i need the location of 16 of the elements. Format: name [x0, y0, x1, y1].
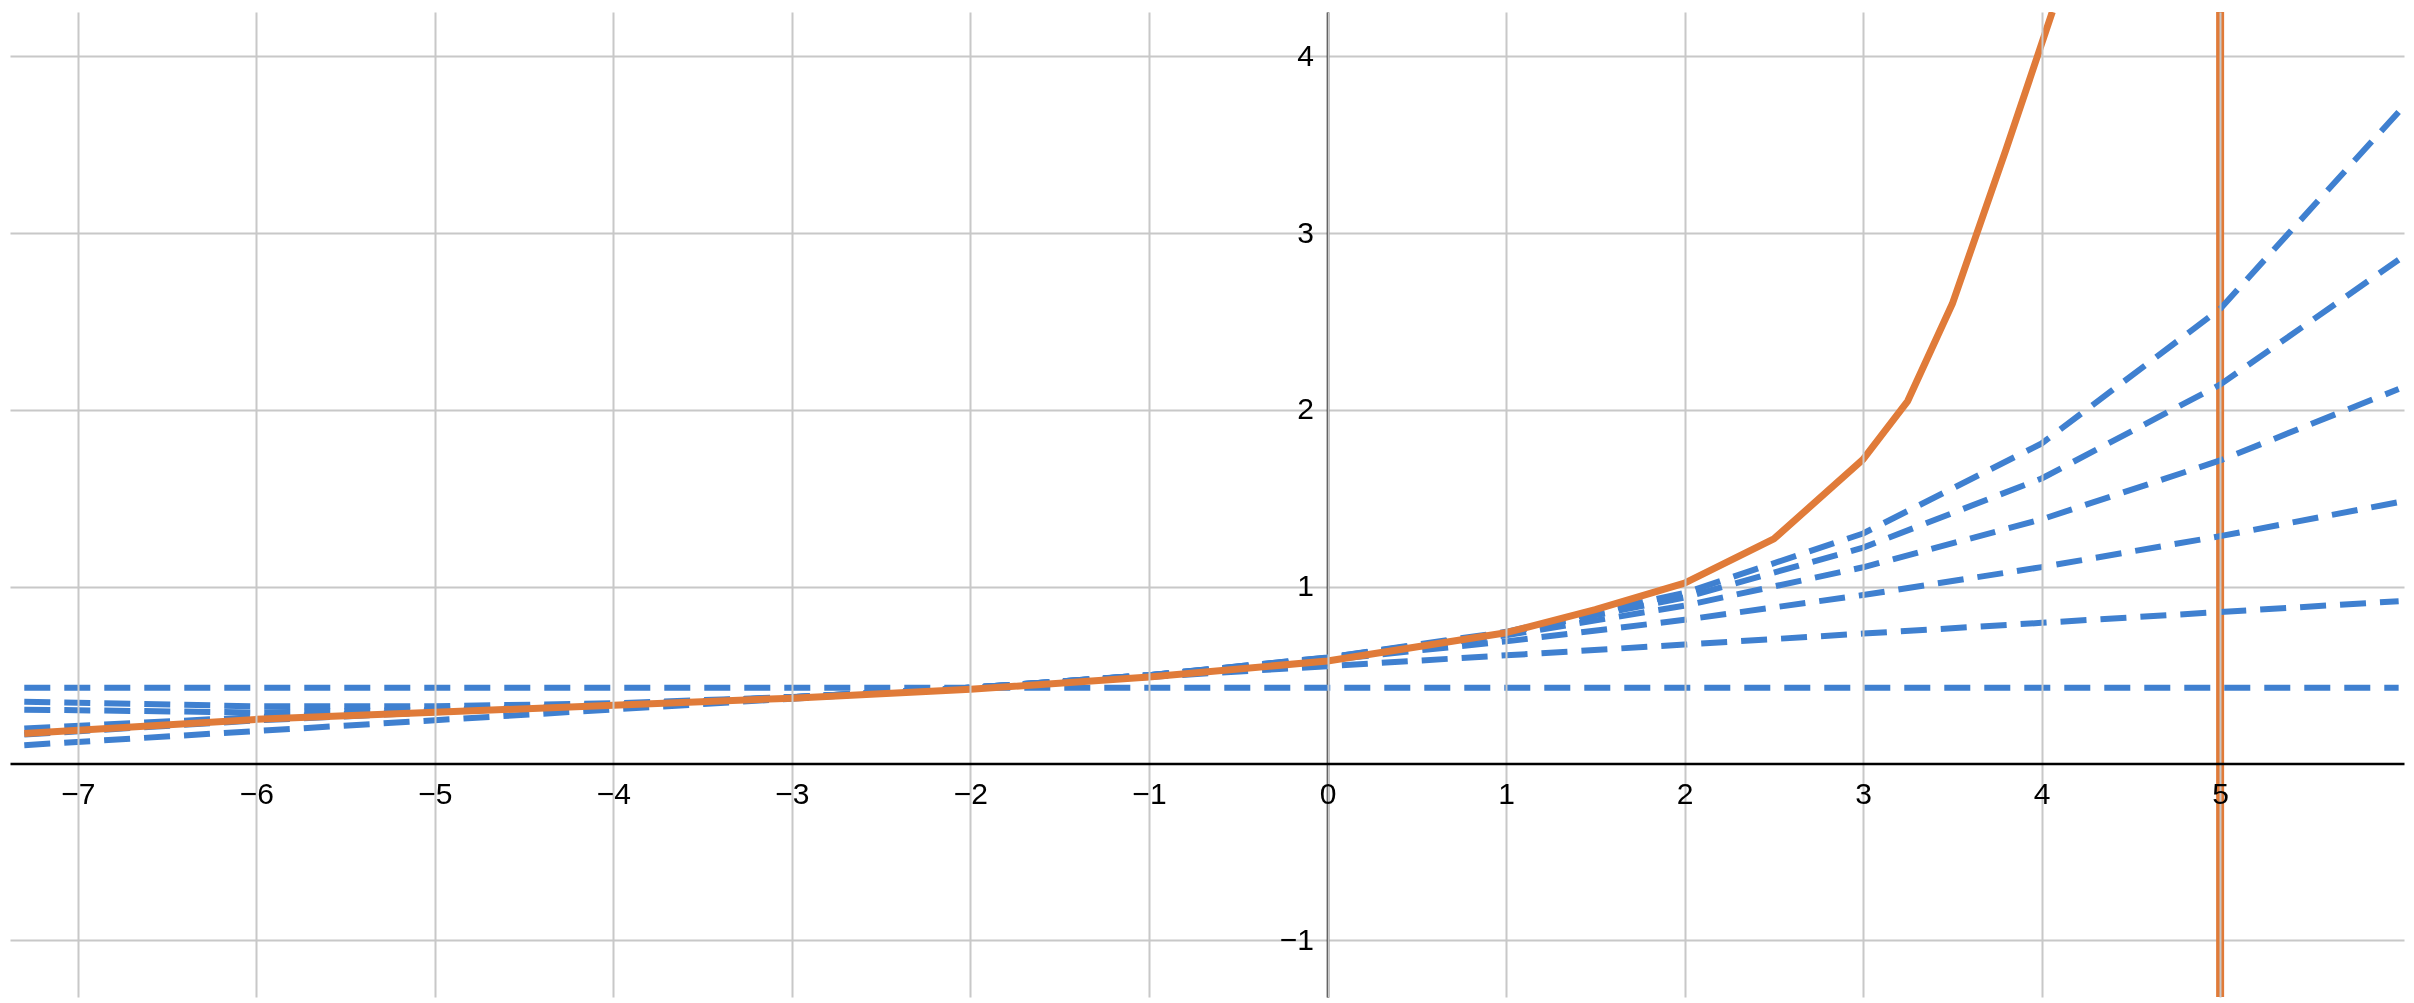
x-tick-label: 3	[1855, 777, 1872, 811]
x-tick-label: −1	[1132, 777, 1167, 811]
x-tick-label: 1	[1498, 777, 1515, 811]
x-tick-label: −6	[239, 777, 274, 811]
y-tick-label: −1	[1279, 922, 1314, 956]
y-tick-label: 3	[1297, 215, 1314, 249]
x-tick-label: −2	[953, 777, 989, 811]
y-tick-label: 1	[1297, 569, 1314, 603]
x-tick-label: −3	[775, 777, 810, 811]
x-tick-label: 2	[1676, 777, 1694, 811]
y-tick-label: 2	[1297, 392, 1314, 426]
x-tick-label: −4	[596, 777, 632, 811]
y-tick-label: 4	[1297, 38, 1314, 72]
x-tick-label: −5	[418, 777, 453, 811]
x-tick-label: 4	[2033, 777, 2051, 811]
x-tick-label: −7	[61, 777, 96, 811]
